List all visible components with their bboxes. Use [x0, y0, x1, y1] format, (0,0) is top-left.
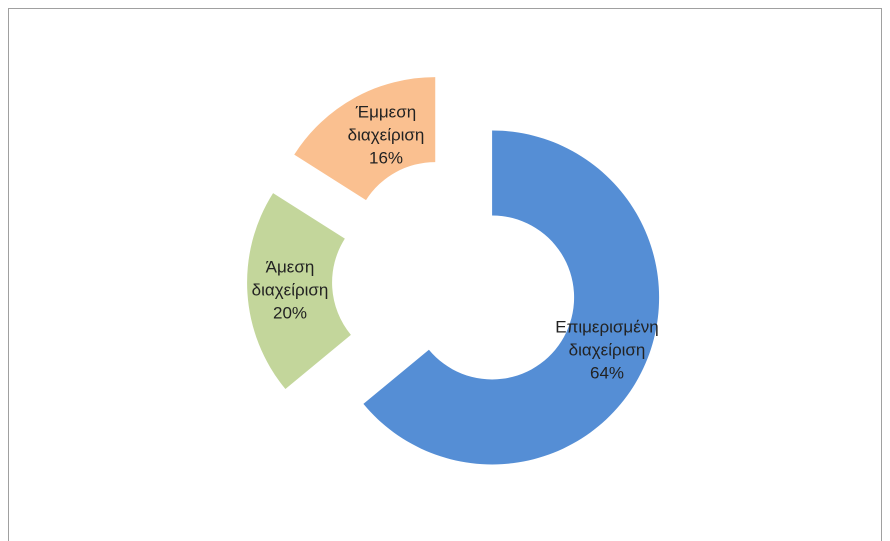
value-label: 20% [272, 303, 308, 323]
donut-segment [363, 130, 660, 465]
category-label: Άμεση διαχείριση [251, 257, 329, 300]
category-label: Επιμερισμένη διαχείριση [555, 317, 659, 360]
value-label: 64% [589, 363, 625, 383]
chart-border [8, 8, 882, 541]
donut-segment [247, 193, 351, 390]
data-label: Άμεση διαχείριση 20% [230, 256, 350, 325]
data-label: Επιμερισμένη διαχείριση 64% [532, 316, 682, 385]
category-label: Έμμεση διαχείριση [347, 102, 425, 145]
donut-segment [294, 77, 436, 201]
value-label: 16% [368, 148, 404, 168]
data-label: Έμμεση διαχείριση 16% [326, 101, 446, 170]
